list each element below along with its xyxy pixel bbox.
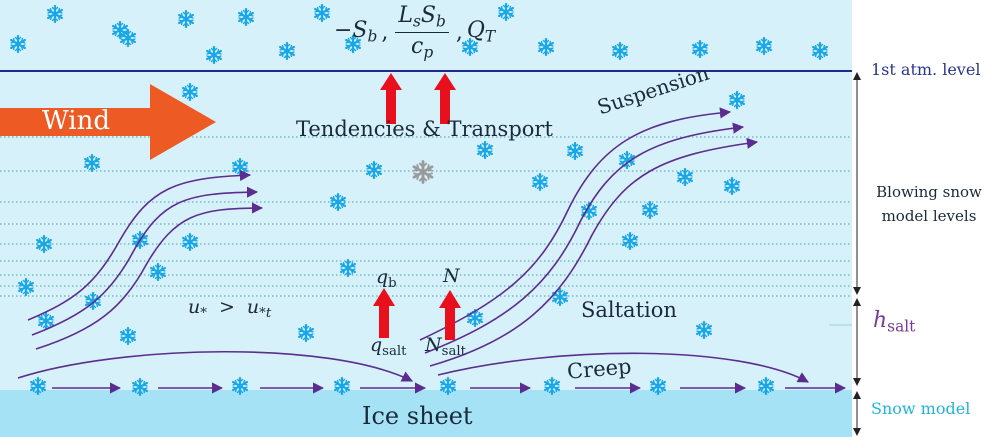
blowing-snow-levels-label: Blowing snow model levels xyxy=(876,183,982,225)
left-suspension-flow-3 xyxy=(35,202,264,350)
ice-sheet-label: Ice sheet xyxy=(362,402,473,430)
ice-sheet-region xyxy=(0,390,852,437)
right-suspension-flow-3 xyxy=(429,137,759,367)
n-label: N xyxy=(443,265,460,287)
up-arrows xyxy=(373,73,461,340)
flux-neg-sb: −Sb xyxy=(334,18,378,46)
hsalt-label: hsalt xyxy=(873,308,916,336)
latent-flux-fraction: LsSb cp xyxy=(395,3,449,61)
qb-label: qb xyxy=(376,266,397,291)
saltation-label: Saltation xyxy=(581,298,677,322)
qsalt-label: qsalt xyxy=(370,334,407,359)
flux-qt: QT xyxy=(466,18,496,46)
nsalt-label: Nsalt xyxy=(425,334,466,359)
up-arrow-icon xyxy=(373,288,395,338)
atmosphere-region xyxy=(0,0,852,390)
wind-label: Wind xyxy=(42,106,110,136)
left-suspension-flow-1 xyxy=(27,169,252,321)
snow-model-label: Snow model xyxy=(871,399,971,418)
friction-velocity-condition: u* > u*t xyxy=(188,296,272,321)
surface-flux-formula: −Sb , LsSb cp , QT xyxy=(334,3,496,61)
wind-arrow-icon xyxy=(0,84,216,160)
up-arrow-icon xyxy=(380,73,402,124)
tendencies-transport-label: Tendencies & Transport xyxy=(296,117,553,141)
up-arrow-icon xyxy=(434,73,456,124)
right-creep-flow xyxy=(437,352,809,383)
right-suspension-flow-2 xyxy=(424,122,745,354)
left-suspension-flow-2 xyxy=(31,186,259,336)
flow-streamlines xyxy=(17,107,847,394)
right-suspension-flow-1 xyxy=(419,107,732,341)
left-creep-flow xyxy=(17,350,414,382)
level-brackets xyxy=(829,72,861,436)
up-arrow-icon xyxy=(439,290,461,340)
first-atm-level-label: 1st atm. level xyxy=(871,60,981,79)
